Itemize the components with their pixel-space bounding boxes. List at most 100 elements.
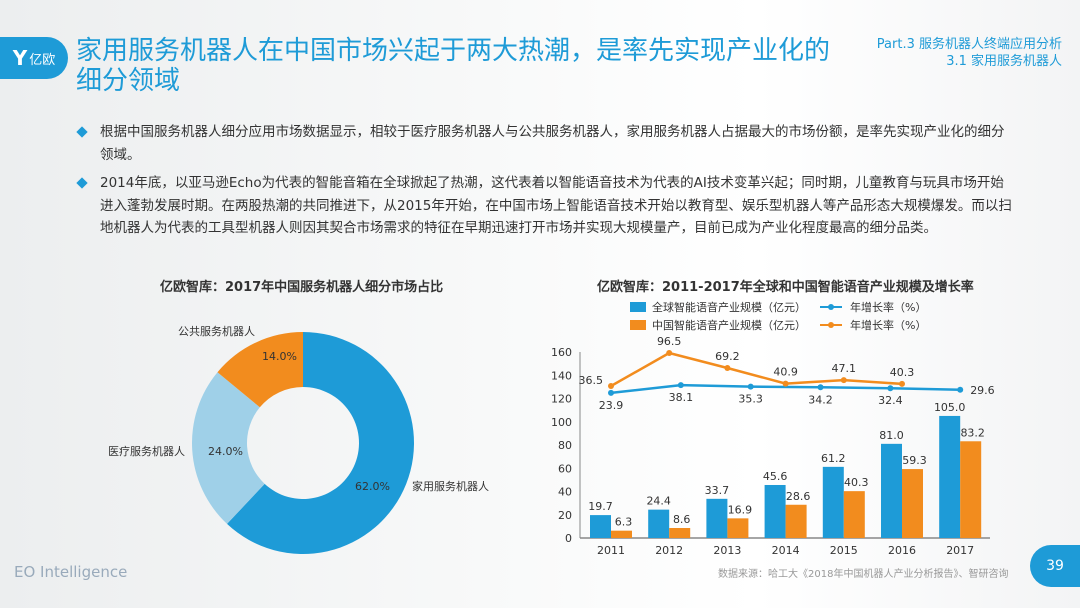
donut-chart: 62.0% 家用服务机器人 24.0% 医疗服务机器人 14.0% 公共服务机器人 bbox=[108, 324, 489, 554]
growth-value-label: 29.6 bbox=[970, 384, 995, 397]
part-label: Part.3 服务机器人终端应用分析 bbox=[876, 37, 1062, 52]
y-tick-label: 140 bbox=[551, 369, 572, 382]
section-label: Part.3 服务机器人终端应用分析 3.1 家用服务机器人 bbox=[877, 36, 1062, 70]
bar bbox=[669, 528, 691, 538]
bar-value-label: 33.7 bbox=[705, 484, 730, 497]
growth-point bbox=[899, 380, 905, 387]
x-tick-label: 2014 bbox=[772, 544, 800, 557]
page-number: 39 bbox=[1030, 545, 1080, 587]
data-source: 数据来源：哈工大《2018年中国机器人产业分析报告》、智研咨询 bbox=[718, 569, 1009, 580]
growth-point bbox=[957, 386, 964, 393]
bar-value-label: 6.3 bbox=[615, 516, 633, 529]
chart-legend: 全球智能语音产业规模（亿元） 年增长率（%） 中国智能语音产业规模（亿元） 年增… bbox=[630, 298, 1010, 334]
slice-category-label: 公共服务机器人 bbox=[178, 324, 255, 338]
legend-swatch bbox=[630, 302, 646, 312]
growth-value-label: 32.4 bbox=[878, 394, 903, 407]
bar-value-label: 40.3 bbox=[844, 476, 869, 489]
bullet-text: 2014年底，以亚马逊Echo为代表的智能音箱在全球掀起了热潮，这代表着以智能语… bbox=[100, 175, 1012, 236]
growth-point bbox=[666, 349, 673, 356]
bar-value-label: 81.0 bbox=[879, 429, 904, 442]
growth-point bbox=[608, 382, 614, 389]
logo-y-icon: Y bbox=[12, 46, 28, 70]
legend-line bbox=[820, 304, 842, 310]
bar-value-label: 105.0 bbox=[934, 401, 966, 414]
bar-value-label: 61.2 bbox=[821, 452, 846, 465]
growth-value-label: 36.5 bbox=[579, 374, 604, 387]
growth-value-label: 23.9 bbox=[599, 399, 624, 412]
y-tick-label: 80 bbox=[558, 439, 572, 452]
bullet-item: 根据中国服务机器人细分应用市场数据显示，相较于医疗服务机器人与公共服务机器人，家… bbox=[76, 121, 1016, 166]
subsection-label: 3.1 家用服务机器人 bbox=[946, 54, 1062, 69]
growth-value-label: 40.3 bbox=[890, 366, 915, 379]
slice-value-label: 62.0% bbox=[355, 480, 390, 493]
growth-value-label: 35.3 bbox=[738, 393, 763, 406]
bar-value-label: 24.4 bbox=[646, 495, 671, 508]
legend-china-growth: 年增长率（%） bbox=[820, 317, 1010, 333]
bar bbox=[785, 504, 807, 538]
x-tick-label: 2016 bbox=[888, 544, 916, 557]
y-tick-label: 160 bbox=[551, 346, 572, 359]
growth-point bbox=[840, 377, 847, 384]
legend-line bbox=[820, 322, 842, 328]
logo: Y 亿欧 bbox=[0, 37, 68, 79]
x-tick-label: 2012 bbox=[655, 544, 683, 557]
legend-label: 全球智能语音产业规模（亿元） bbox=[652, 301, 806, 314]
bar bbox=[902, 469, 923, 538]
bar bbox=[706, 498, 728, 538]
x-tick-label: 2011 bbox=[597, 544, 625, 557]
bullet-text: 根据中国服务机器人细分应用市场数据显示，相较于医疗服务机器人与公共服务机器人，家… bbox=[100, 124, 1005, 163]
bar bbox=[590, 515, 611, 538]
bar-value-label: 45.6 bbox=[763, 470, 788, 483]
legend-china-size: 中国智能语音产业规模（亿元） bbox=[630, 317, 820, 333]
x-tick-label: 2013 bbox=[713, 544, 741, 557]
growth-line bbox=[610, 383, 961, 395]
legend-label: 中国智能语音产业规模（亿元） bbox=[652, 319, 806, 332]
growth-point bbox=[817, 384, 824, 391]
bullet-item: 2014年底，以亚马逊Echo为代表的智能音箱在全球掀起了热潮，这代表着以智能语… bbox=[76, 172, 1016, 240]
x-tick-label: 2017 bbox=[946, 544, 974, 557]
growth-point bbox=[608, 389, 614, 396]
bar bbox=[764, 484, 786, 538]
bar bbox=[727, 518, 749, 538]
bar bbox=[939, 415, 961, 538]
bar-value-label: 16.9 bbox=[728, 503, 753, 516]
bar bbox=[822, 466, 844, 538]
y-tick-label: 120 bbox=[551, 393, 572, 406]
y-tick-label: 40 bbox=[558, 486, 572, 499]
bar-chart-title: 亿欧智库：2011-2017年全球和中国智能语音产业规模及增长率 bbox=[597, 280, 974, 295]
growth-point bbox=[782, 380, 789, 387]
slice-value-label: 24.0% bbox=[208, 445, 243, 458]
growth-point bbox=[677, 382, 684, 389]
bar bbox=[843, 491, 865, 538]
y-tick-label: 20 bbox=[558, 509, 572, 522]
bar bbox=[648, 509, 670, 538]
legend-global-growth: 年增长率（%） bbox=[820, 299, 1010, 315]
bar-value-label: 19.7 bbox=[588, 500, 613, 513]
y-tick-label: 100 bbox=[551, 416, 572, 429]
pie-slice bbox=[191, 372, 265, 524]
legend-label: 年增长率（%） bbox=[850, 319, 927, 332]
growth-point bbox=[747, 383, 754, 390]
growth-value-label: 96.5 bbox=[657, 335, 682, 348]
bar-value-label: 83.2 bbox=[960, 426, 985, 439]
growth-line bbox=[610, 351, 903, 388]
bar-value-label: 28.6 bbox=[786, 490, 811, 503]
slice-value-label: 14.0% bbox=[262, 350, 297, 363]
growth-value-label: 34.2 bbox=[808, 393, 833, 406]
legend-swatch bbox=[630, 320, 646, 330]
logo-text: 亿欧 bbox=[29, 52, 56, 68]
bar-value-label: 59.3 bbox=[902, 454, 927, 467]
pie-slice bbox=[227, 332, 415, 554]
bar bbox=[960, 441, 982, 538]
pie-chart-title: 亿欧智库：2017年中国服务机器人细分市场占比 bbox=[160, 280, 444, 295]
growth-value-label: 40.9 bbox=[773, 366, 798, 379]
y-tick-label: 0 bbox=[565, 532, 572, 545]
bullet-list: 根据中国服务机器人细分应用市场数据显示，相较于医疗服务机器人与公共服务机器人，家… bbox=[76, 121, 1016, 246]
slice-category-label: 医疗服务机器人 bbox=[108, 444, 185, 458]
pie-slice bbox=[217, 332, 303, 408]
x-tick-label: 2015 bbox=[830, 544, 858, 557]
growth-value-label: 69.2 bbox=[715, 350, 740, 363]
growth-value-label: 47.1 bbox=[832, 362, 857, 375]
slice-category-label: 家用服务机器人 bbox=[412, 479, 489, 493]
growth-point bbox=[887, 385, 894, 392]
